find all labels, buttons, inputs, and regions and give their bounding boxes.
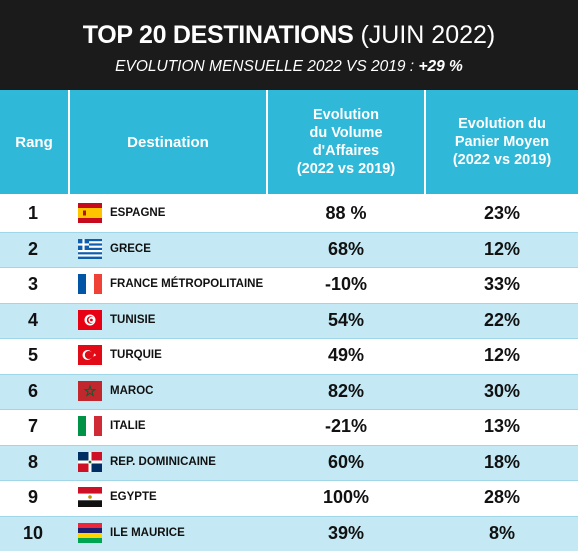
france-flag-icon [78, 274, 102, 294]
panier-cell: 22% [483, 309, 521, 330]
table-row: 10 ILE MAURICE 39% 8% [0, 515, 578, 551]
table-row: 4 TUNISIE 54% 22% [0, 302, 578, 338]
header-panier: Evolution du Panier Moyen (2022 vs 2019) [426, 90, 578, 194]
header-panier-line: (2022 vs 2019) [452, 152, 552, 168]
row-divider [0, 302, 578, 304]
italy-flag-icon [78, 416, 102, 436]
destination-cell: FRANCE MÉTROPOLITAINE [110, 278, 264, 290]
row-divider [0, 409, 578, 410]
panier-cell: 13% [483, 416, 521, 436]
panier-cell: 28% [483, 487, 521, 507]
header-divider [68, 90, 70, 194]
main-title-bold: TOP 20 DESTINATIONS [82, 21, 354, 49]
row-divider [0, 444, 578, 446]
volume-cell: 82% [327, 380, 365, 401]
rank-cell: 4 [27, 309, 38, 330]
table-row: 5 TURQUIE 49% 12% [0, 338, 578, 373]
destination-cell: ESPAGNE [110, 207, 166, 219]
volume-cell: 68% [327, 238, 365, 259]
header-volume-line: d'Affaires [312, 143, 380, 159]
row-divider [0, 231, 578, 233]
volume-cell: -21% [324, 416, 368, 436]
destination-cell: REP. DOMINICAINE [110, 455, 216, 468]
header-panier-line: Evolution du [458, 116, 546, 132]
main-title-period: (JUIN 2022) [360, 21, 496, 49]
title-banner: TOP 20 DESTINATIONS (JUIN 2022) EVOLUTIO… [0, 0, 578, 90]
table-row: 9 EGYPTE 100% 28% [0, 480, 578, 515]
subtitle: EVOLUTION MENSUELLE 2022 VS 2019 : +29 % [0, 58, 578, 76]
row-divider [0, 373, 578, 375]
destination-cell: TURQUIE [110, 349, 162, 361]
rank-cell: 1 [27, 203, 38, 223]
header-panier-line: Panier Moyen [454, 134, 550, 150]
rank-cell: 8 [27, 451, 38, 472]
subtitle-text: EVOLUTION MENSUELLE 2022 VS 2019 : [115, 58, 415, 75]
table-row: 1 ESPAGNE 88 % 23% [0, 196, 578, 231]
greece-flag-icon [78, 238, 102, 259]
header-volume: Evolution du Volume d'Affaires (2022 vs … [268, 90, 424, 194]
header-volume-line: du Volume [309, 125, 383, 141]
destination-cell: GRECE [110, 242, 151, 255]
rank-cell: 6 [27, 380, 38, 401]
destination-cell: TUNISIE [110, 313, 156, 326]
panier-cell: 18% [483, 451, 521, 472]
destination-cell: ITALIE [110, 420, 146, 432]
volume-cell: 88 % [325, 203, 367, 223]
header-volume-line: (2022 vs 2019) [296, 161, 396, 177]
header-divider [266, 90, 268, 194]
destination-cell: MAROC [110, 384, 154, 397]
rank-cell: 7 [27, 416, 38, 436]
header-destination: Destination [127, 133, 209, 151]
rank-cell: 5 [27, 345, 38, 365]
turkey-flag-icon [78, 345, 102, 365]
spain-flag-icon [78, 203, 102, 223]
table-row: 3 FRANCE MÉTROPOLITAINE -10% 33% [0, 267, 578, 302]
table-row: 2 GRECE 68% 12% [0, 231, 578, 267]
subtitle-value: +29 % [418, 58, 463, 75]
panier-cell: 33% [483, 274, 521, 294]
row-divider [0, 338, 578, 339]
table-row: 7 ITALIE -21% 13% [0, 409, 578, 444]
volume-cell: 49% [327, 345, 365, 365]
volume-cell: 54% [327, 309, 365, 330]
destination-cell: EGYPTE [110, 491, 157, 503]
row-divider [0, 480, 578, 481]
panier-cell: 12% [483, 345, 521, 365]
panier-cell: 8% [488, 522, 515, 543]
destination-cell: ILE MAURICE [110, 526, 185, 539]
volume-cell: 39% [327, 522, 365, 543]
egypt-flag-icon [78, 487, 102, 507]
dominican-republic-flag-icon [78, 451, 102, 472]
table-row: 6 MAROC 82% 30% [0, 373, 578, 409]
rank-cell: 9 [27, 487, 38, 507]
mauritius-flag-icon [78, 522, 102, 543]
panier-cell: 12% [483, 238, 521, 259]
morocco-flag-icon [78, 380, 102, 401]
table-row: 8 REP. DOMINICAINE 60% 18% [0, 444, 578, 480]
volume-cell: 100% [322, 487, 370, 507]
rank-cell: 3 [27, 274, 38, 294]
tunisia-flag-icon [78, 309, 102, 330]
volume-cell: 60% [327, 451, 365, 472]
volume-cell: -10% [324, 274, 368, 294]
main-title: TOP 20 DESTINATIONS (JUIN 2022) [0, 20, 578, 50]
rank-cell: 10 [22, 522, 44, 543]
panier-cell: 23% [483, 203, 521, 223]
panier-cell: 30% [483, 380, 521, 401]
header-divider [424, 90, 426, 194]
rank-cell: 2 [27, 238, 38, 259]
table-header: Rang Destination Evolution du Volume d'A… [0, 90, 578, 194]
row-divider [0, 515, 578, 517]
row-divider [0, 267, 578, 268]
header-volume-line: Evolution [312, 107, 380, 123]
header-rang: Rang [15, 133, 53, 151]
